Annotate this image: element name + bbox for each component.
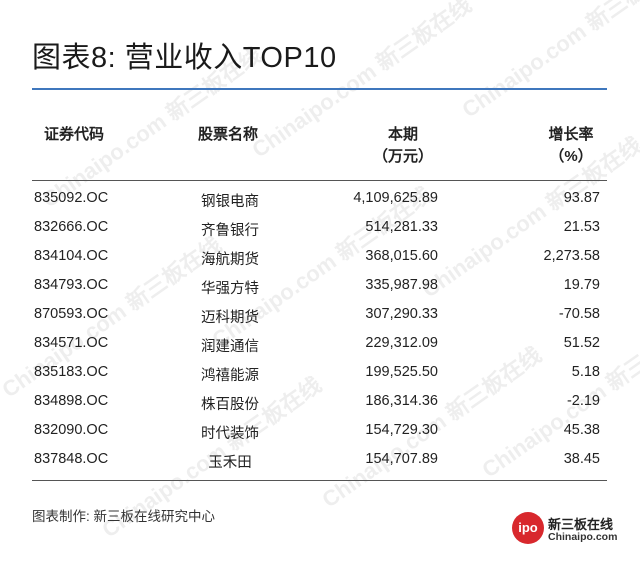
cell-name: 鸿禧能源 bbox=[201, 368, 259, 384]
table-row: 834793.OC 华强方特 335,987.98 19.79 bbox=[0, 271, 640, 300]
cell-growth: 5.18 bbox=[571, 364, 600, 380]
cell-code: 834104.OC bbox=[34, 248, 109, 264]
column-header-growth-label: 增长率 bbox=[548, 126, 594, 143]
table-row: 837848.OC 玉禾田 154,707.89 38.45 bbox=[0, 445, 640, 474]
column-header-code: 证券代码 bbox=[44, 126, 105, 143]
table-row: 834898.OC 株百股份 186,314.36 -2.19 bbox=[0, 387, 640, 416]
cell-name: 玉禾田 bbox=[208, 455, 252, 471]
cell-growth: -2.19 bbox=[566, 393, 600, 409]
cell-code: 834571.OC bbox=[34, 335, 109, 351]
cell-name: 时代装饰 bbox=[201, 426, 259, 442]
table-row: 834104.OC 海航期货 368,015.60 2,273.58 bbox=[0, 242, 640, 271]
cell-amount: 514,281.33 bbox=[365, 219, 438, 235]
logo-brand-name: 新三板在线 bbox=[548, 517, 614, 532]
cell-code: 870593.OC bbox=[34, 306, 109, 322]
cell-amount: 154,707.89 bbox=[365, 451, 438, 467]
cell-amount: 307,290.33 bbox=[365, 306, 438, 322]
cell-amount: 186,314.36 bbox=[365, 393, 438, 409]
cell-growth: 93.87 bbox=[563, 190, 600, 206]
table-row: 832090.OC 时代装饰 154,729.30 45.38 bbox=[0, 416, 640, 445]
cell-growth: 19.79 bbox=[563, 277, 600, 293]
cell-name: 齐鲁银行 bbox=[201, 223, 259, 239]
column-header-name: 股票名称 bbox=[198, 126, 259, 143]
cell-amount: 4,109,625.89 bbox=[353, 190, 438, 206]
brand-logo: ipo 新三板在线 Chinaipo.com bbox=[512, 512, 622, 548]
column-header-amount-unit: （万元） bbox=[372, 148, 433, 165]
cell-growth: 21.53 bbox=[563, 219, 600, 235]
cell-amount: 335,987.98 bbox=[365, 277, 438, 293]
watermark: Chinaipo.com 新三板在线 bbox=[457, 0, 640, 123]
cell-code: 832666.OC bbox=[34, 219, 109, 235]
cell-amount: 368,015.60 bbox=[365, 248, 438, 264]
column-header-growth: 增长率 （%） bbox=[540, 124, 602, 168]
title-divider bbox=[32, 88, 607, 90]
cell-code: 832090.OC bbox=[34, 422, 109, 438]
table-row: 835092.OC 钢银电商 4,109,625.89 93.87 bbox=[0, 184, 640, 213]
column-header-amount-label: 本期 bbox=[387, 126, 418, 143]
source-note: 图表制作: 新三板在线研究中心 bbox=[32, 509, 216, 524]
cell-name: 迈科期货 bbox=[201, 310, 259, 326]
table-row: 870593.OC 迈科期货 307,290.33 -70.58 bbox=[0, 300, 640, 329]
cell-growth: 51.52 bbox=[563, 335, 600, 351]
cell-growth: 45.38 bbox=[563, 422, 600, 438]
cell-name: 株百股份 bbox=[201, 397, 259, 413]
watermark: Chinaipo.com 新三板在线 bbox=[247, 0, 476, 163]
logo-brand-url: Chinaipo.com bbox=[548, 531, 618, 543]
cell-growth: 2,273.58 bbox=[543, 248, 600, 264]
column-header-amount: 本期 （万元） bbox=[368, 124, 438, 168]
column-header-growth-unit: （%） bbox=[549, 148, 593, 165]
table-bottom-divider bbox=[32, 480, 607, 481]
table-row: 832666.OC 齐鲁银行 514,281.33 21.53 bbox=[0, 213, 640, 242]
cell-growth: 38.45 bbox=[563, 451, 600, 467]
cell-name: 海航期货 bbox=[201, 252, 259, 268]
table-row: 835183.OC 鸿禧能源 199,525.50 5.18 bbox=[0, 358, 640, 387]
ipo-logo-icon: ipo bbox=[512, 512, 544, 544]
header-divider bbox=[32, 180, 607, 181]
cell-code: 834898.OC bbox=[34, 393, 109, 409]
cell-code: 835092.OC bbox=[34, 190, 109, 206]
page-title: 图表8: 营业收入TOP10 bbox=[32, 42, 337, 74]
cell-name: 润建通信 bbox=[201, 339, 259, 355]
cell-name: 华强方特 bbox=[201, 281, 259, 297]
cell-code: 837848.OC bbox=[34, 451, 109, 467]
cell-amount: 199,525.50 bbox=[365, 364, 438, 380]
cell-name: 钢银电商 bbox=[201, 194, 259, 210]
table-row: 834571.OC 润建通信 229,312.09 51.52 bbox=[0, 329, 640, 358]
cell-code: 835183.OC bbox=[34, 364, 109, 380]
cell-amount: 154,729.30 bbox=[365, 422, 438, 438]
cell-amount: 229,312.09 bbox=[365, 335, 438, 351]
cell-code: 834793.OC bbox=[34, 277, 109, 293]
cell-growth: -70.58 bbox=[558, 306, 600, 322]
